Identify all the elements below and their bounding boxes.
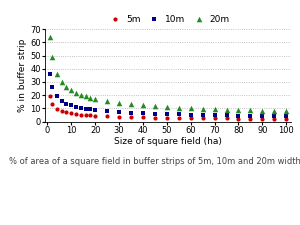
10m	[212, 113, 217, 117]
5m	[47, 95, 52, 98]
5m	[74, 112, 78, 116]
10m	[140, 112, 145, 115]
20m	[129, 102, 134, 106]
5m	[59, 109, 64, 113]
5m	[248, 117, 253, 120]
10m	[129, 111, 134, 115]
20m	[69, 88, 74, 92]
5m	[188, 116, 193, 120]
5m	[152, 116, 157, 119]
Y-axis label: % in buffer strip: % in buffer strip	[18, 39, 27, 112]
10m	[64, 102, 69, 105]
10m	[284, 115, 289, 118]
20m	[47, 35, 52, 39]
10m	[272, 114, 277, 118]
5m	[93, 114, 98, 117]
5m	[200, 117, 205, 120]
10m	[236, 114, 241, 117]
20m	[152, 104, 157, 108]
5m	[83, 113, 88, 117]
20m	[105, 99, 110, 103]
5m	[224, 117, 229, 120]
20m	[64, 85, 69, 89]
20m	[83, 95, 88, 98]
20m	[74, 91, 78, 95]
5m	[78, 113, 83, 116]
20m	[93, 97, 98, 101]
5m	[105, 115, 110, 118]
10m	[50, 85, 55, 89]
10m	[176, 113, 181, 116]
20m	[224, 108, 229, 111]
20m	[248, 108, 253, 112]
10m	[200, 113, 205, 117]
5m	[272, 117, 277, 121]
10m	[55, 95, 59, 98]
5m	[236, 117, 241, 120]
5m	[140, 116, 145, 119]
20m	[236, 108, 241, 112]
20m	[284, 109, 289, 113]
5m	[64, 110, 69, 114]
10m	[260, 114, 265, 118]
10m	[47, 72, 52, 76]
10m	[224, 114, 229, 117]
20m	[50, 56, 55, 59]
5m	[164, 116, 169, 120]
Legend: 5m, 10m, 20m: 5m, 10m, 20m	[106, 15, 230, 24]
20m	[212, 107, 217, 111]
10m	[105, 109, 110, 113]
X-axis label: Size of square field (ha): Size of square field (ha)	[114, 137, 222, 146]
10m	[152, 112, 157, 116]
5m	[284, 117, 289, 121]
20m	[140, 104, 145, 107]
5m	[176, 116, 181, 120]
20m	[55, 72, 59, 76]
5m	[129, 115, 134, 119]
20m	[176, 106, 181, 110]
10m	[117, 110, 122, 114]
10m	[74, 105, 78, 108]
5m	[69, 112, 74, 115]
20m	[88, 96, 93, 100]
5m	[50, 102, 55, 105]
20m	[117, 101, 122, 105]
20m	[78, 93, 83, 97]
10m	[88, 108, 93, 111]
10m	[164, 112, 169, 116]
20m	[260, 109, 265, 112]
10m	[93, 108, 98, 112]
5m	[260, 117, 265, 121]
Text: % of area of a square field in buffer strips of 5m, 10m and 20m width: % of area of a square field in buffer st…	[9, 158, 300, 166]
20m	[200, 107, 205, 110]
20m	[272, 109, 277, 113]
20m	[59, 80, 64, 84]
10m	[188, 113, 193, 117]
20m	[164, 105, 169, 109]
10m	[83, 107, 88, 110]
10m	[78, 106, 83, 110]
5m	[212, 117, 217, 120]
5m	[117, 115, 122, 119]
5m	[55, 107, 59, 110]
5m	[88, 114, 93, 117]
10m	[59, 99, 64, 103]
20m	[188, 106, 193, 110]
10m	[248, 114, 253, 118]
10m	[69, 104, 74, 107]
